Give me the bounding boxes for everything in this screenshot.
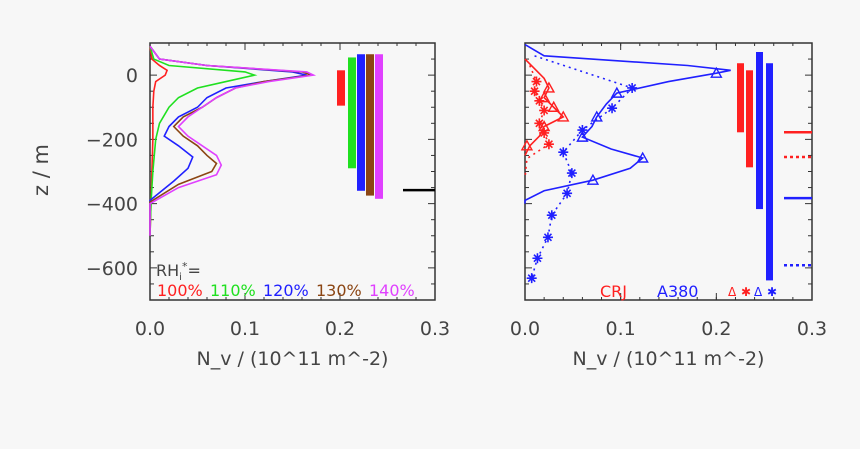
star-marker (539, 105, 550, 116)
range-bar (375, 54, 383, 199)
star-marker (531, 76, 542, 87)
star-marker (542, 232, 553, 243)
triangle-marker (542, 81, 556, 93)
legend-entry: CRJ (600, 282, 627, 301)
bar-legend-symbol: ✱ (767, 285, 777, 299)
x-tick-label: 0.0 (510, 318, 540, 340)
bar-legend-symbol: Δ (754, 285, 763, 299)
bar-legend-symbol: ✱ (741, 285, 751, 299)
range-bar (366, 54, 374, 196)
star-marker (539, 127, 550, 138)
series-line (149, 45, 317, 236)
range-bar (746, 70, 753, 168)
legend-title-part: RH (156, 261, 179, 280)
series-line (524, 43, 731, 204)
panel-2: 0.0 0.1 0.2 0.3N_v / (10^11 m^-2)CRJ A380 Δ ✱ Δ… (510, 42, 827, 370)
triangle-marker (610, 86, 624, 98)
series-line (530, 55, 634, 279)
star-marker (534, 95, 545, 106)
legend-entry: 120% (263, 281, 309, 300)
star-marker (543, 139, 554, 150)
triangle-marker (710, 66, 723, 78)
star-marker (532, 253, 543, 264)
x-axis-label: N_v / (10^11 m^-2) (573, 348, 765, 370)
x-tick-label: 0.3 (797, 318, 827, 340)
legend-entry: A380 (657, 282, 698, 301)
plot-frame (149, 42, 436, 301)
x-tick-label: 0.1 (606, 318, 636, 340)
range-bar (348, 57, 356, 169)
legend-title-part: i (179, 272, 182, 283)
y-tick-label: −200 (86, 129, 138, 151)
legend-entry: 140% (369, 281, 415, 300)
triangle-marker (636, 151, 649, 163)
y-tick-label: −400 (86, 194, 138, 216)
triangle-marker (576, 130, 589, 142)
star-marker (607, 103, 618, 114)
star-marker (534, 118, 545, 129)
legend-entry: 100% (157, 281, 203, 300)
star-marker (526, 273, 537, 284)
triangle-marker (586, 173, 600, 185)
legend-entry: 110% (210, 281, 256, 300)
y-axis-label: z / m (29, 144, 53, 196)
legend-title: RHi*= (156, 260, 201, 283)
triangle-marker (520, 139, 534, 151)
range-bar (766, 63, 773, 281)
legend-entry: 130% (316, 281, 362, 300)
triangle-marker (590, 110, 603, 122)
triangle-marker (557, 110, 570, 122)
x-tick-label: 0.2 (325, 318, 355, 340)
bar-legend-symbol: Δ (728, 285, 737, 299)
y-tick-label: −600 (86, 258, 138, 280)
star-marker (558, 147, 569, 158)
range-bar (737, 63, 744, 133)
star-marker (577, 125, 588, 136)
range-bar (756, 51, 763, 210)
star-marker (546, 210, 557, 221)
legend-title-part: * (182, 260, 188, 273)
series-line (149, 45, 258, 236)
series-line (524, 65, 550, 179)
triangle-marker (547, 100, 560, 112)
star-marker (562, 188, 573, 199)
panel-1: 0.0 0.1 0.2 0.3 0 −200 −400 −600 z / m N_v / (10^… (29, 42, 450, 370)
legend-title-part: = (187, 261, 200, 280)
x-axis-label: N_v / (10^11 m^-2) (197, 348, 389, 370)
x-tick-label: 0.0 (135, 318, 165, 340)
x-tick-label: 0.2 (701, 318, 731, 340)
star-marker (529, 86, 540, 97)
star-marker (566, 168, 577, 179)
series-line (524, 58, 565, 156)
star-marker (627, 82, 638, 93)
range-bar (337, 70, 345, 106)
range-bar (357, 54, 365, 191)
x-tick-label: 0.1 (230, 318, 260, 340)
y-tick-label: 0 (126, 65, 138, 87)
x-tick-label: 0.3 (420, 318, 450, 340)
